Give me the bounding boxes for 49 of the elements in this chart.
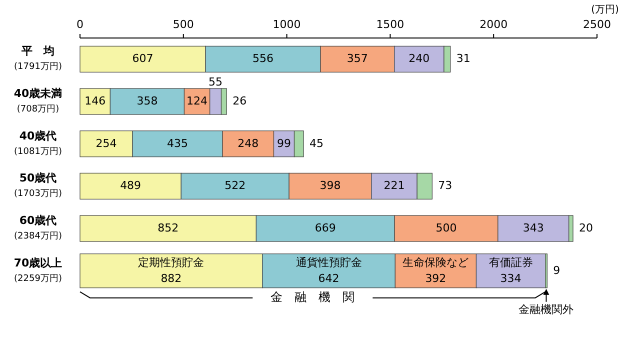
data-label: 9	[553, 264, 560, 277]
y-tick-label: 70歳以上 (2259万円)	[14, 256, 62, 284]
series-label: 生命保険など	[402, 256, 469, 269]
data-label: 607	[132, 52, 154, 66]
data-label: 522	[224, 179, 246, 192]
y-tick-label: 40歳未満 (708万円)	[14, 87, 62, 114]
x-tick-label: 2000	[480, 18, 508, 32]
data-label: 343	[522, 222, 544, 235]
data-label: 500	[436, 222, 457, 235]
x-tick-label: 2500	[583, 18, 611, 32]
data-label: 334	[500, 272, 522, 285]
data-label: 240	[408, 52, 430, 66]
data-label: 55	[208, 76, 223, 89]
data-label: 882	[160, 272, 182, 285]
series-label: 金融機関外	[518, 302, 574, 316]
x-tick-label: 0	[76, 18, 84, 32]
series-label: 定期性預貯金	[138, 256, 204, 269]
x-axis-title: (万円)	[591, 4, 619, 16]
data-label: 392	[425, 272, 446, 285]
data-label: 358	[136, 94, 158, 108]
data-label: 124	[186, 94, 208, 108]
data-label: 556	[252, 52, 274, 66]
data-label: 45	[310, 136, 324, 150]
data-label: 642	[318, 272, 340, 285]
data-label: 398	[320, 179, 341, 192]
series-label: 有価証券	[488, 256, 533, 269]
y-tick-label: 60歳代 (2384万円)	[14, 214, 62, 242]
y-tick-label: 平 均 (1791万円)	[14, 44, 62, 72]
series-label: 通貨性預貯金	[296, 256, 362, 269]
data-label: 73	[438, 179, 452, 192]
annotation: 金 融 機 関	[270, 290, 355, 304]
data-label: 248	[238, 136, 259, 150]
data-label: 357	[346, 52, 368, 66]
data-label: 20	[579, 222, 594, 235]
data-label: 254	[96, 136, 117, 150]
data-label: 669	[314, 222, 336, 235]
data-label: 146	[84, 94, 106, 108]
data-label: 435	[167, 136, 188, 150]
y-tick-label: 40歳代 (1081万円)	[14, 129, 62, 157]
data-label: 489	[120, 179, 142, 192]
x-tick-label: 1000	[272, 18, 301, 32]
data-label: 31	[456, 52, 470, 66]
data-label: 26	[232, 94, 247, 108]
data-label: 221	[384, 179, 405, 192]
y-tick-label: 50歳代 (1703万円)	[14, 172, 62, 200]
x-tick-label: 500	[172, 18, 194, 32]
data-label: 99	[277, 136, 292, 150]
data-label: 852	[158, 222, 179, 235]
x-tick-label: 1500	[376, 18, 404, 32]
